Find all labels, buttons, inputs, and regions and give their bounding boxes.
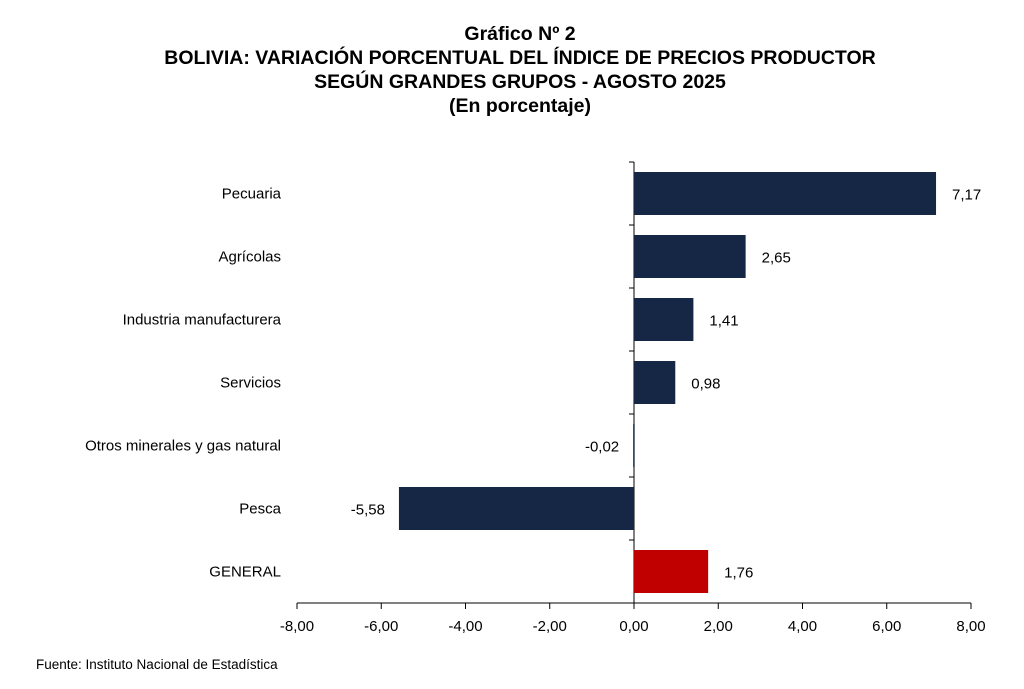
x-tick-label: -6,00	[364, 618, 398, 635]
x-tick-label: -2,00	[533, 618, 567, 635]
category-label: Servicios	[220, 375, 281, 392]
bar	[633, 424, 635, 467]
data-label: -0,02	[585, 439, 619, 456]
data-label: 1,41	[709, 313, 738, 330]
data-label: 0,98	[691, 376, 720, 393]
title-line-1: Gráfico Nº 2	[464, 23, 576, 45]
x-tick-label: 4,00	[788, 618, 817, 635]
data-label: 2,65	[762, 250, 791, 267]
category-label: Pecuaria	[222, 186, 282, 203]
bar	[634, 298, 694, 341]
category-label: Pesca	[239, 501, 281, 518]
source-note: Fuente: Instituto Nacional de Estadístic…	[36, 657, 278, 672]
category-label: Otros minerales y gas natural	[85, 438, 281, 455]
bar	[634, 550, 709, 593]
bar	[634, 172, 937, 215]
category-label: Agrícolas	[218, 249, 281, 266]
x-tick-label: -4,00	[448, 618, 482, 635]
data-label: -5,58	[351, 502, 385, 519]
data-label: 1,76	[724, 565, 753, 582]
category-label: Industria manufacturera	[123, 312, 282, 329]
title-line-4: (En porcentaje)	[449, 95, 591, 117]
data-label: 7,17	[952, 187, 981, 204]
bar	[634, 361, 676, 404]
chart-title: Gráfico Nº 2 BOLIVIA: VARIACIÓN PORCENTU…	[0, 22, 1024, 118]
x-tick-label: 0,00	[619, 618, 648, 635]
x-tick-label: 6,00	[872, 618, 901, 635]
title-line-3: SEGÚN GRANDES GRUPOS - AGOSTO 2025	[314, 71, 726, 93]
x-tick-label: -8,00	[280, 618, 314, 635]
bar	[398, 487, 634, 530]
title-line-2: BOLIVIA: VARIACIÓN PORCENTUAL DEL ÍNDICE…	[164, 47, 876, 69]
x-tick-label: 2,00	[704, 618, 733, 635]
category-label: GENERAL	[209, 564, 281, 581]
x-tick-label: 8,00	[956, 618, 985, 635]
bar	[634, 235, 746, 278]
